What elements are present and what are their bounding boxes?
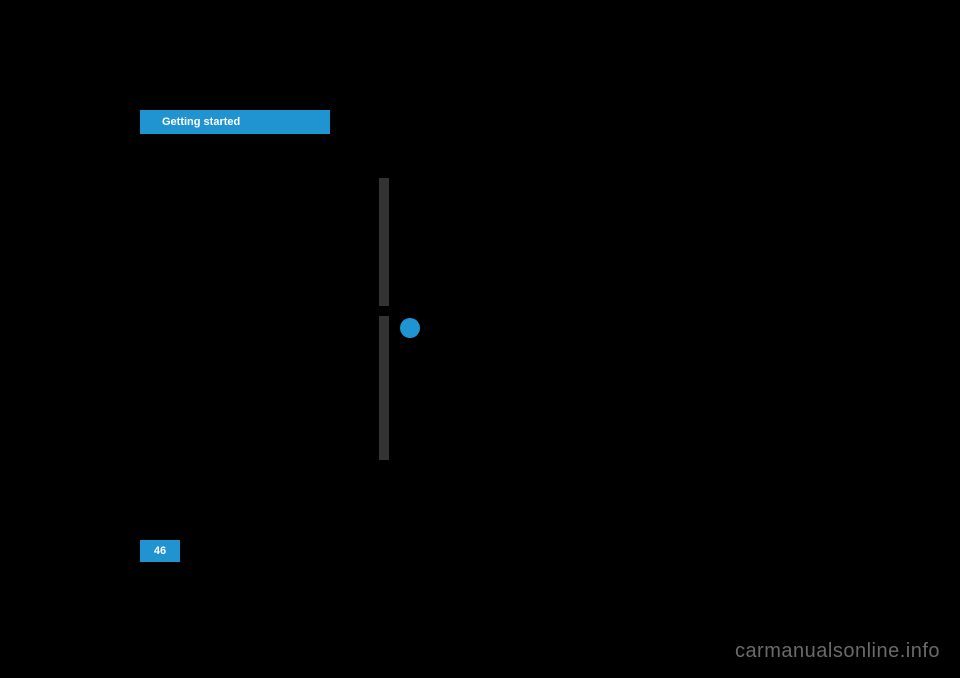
- column-divider-bottom: [379, 316, 389, 460]
- watermark-text: carmanualsonline.info: [735, 640, 940, 663]
- page-number-badge: 46: [140, 540, 180, 562]
- column-divider-top: [379, 178, 389, 306]
- page-number-text: 46: [154, 545, 166, 557]
- section-header-tab: Getting started: [140, 110, 330, 134]
- document-page: [120, 70, 840, 580]
- info-bullet-icon: [400, 318, 420, 338]
- section-header-label: Getting started: [162, 116, 240, 128]
